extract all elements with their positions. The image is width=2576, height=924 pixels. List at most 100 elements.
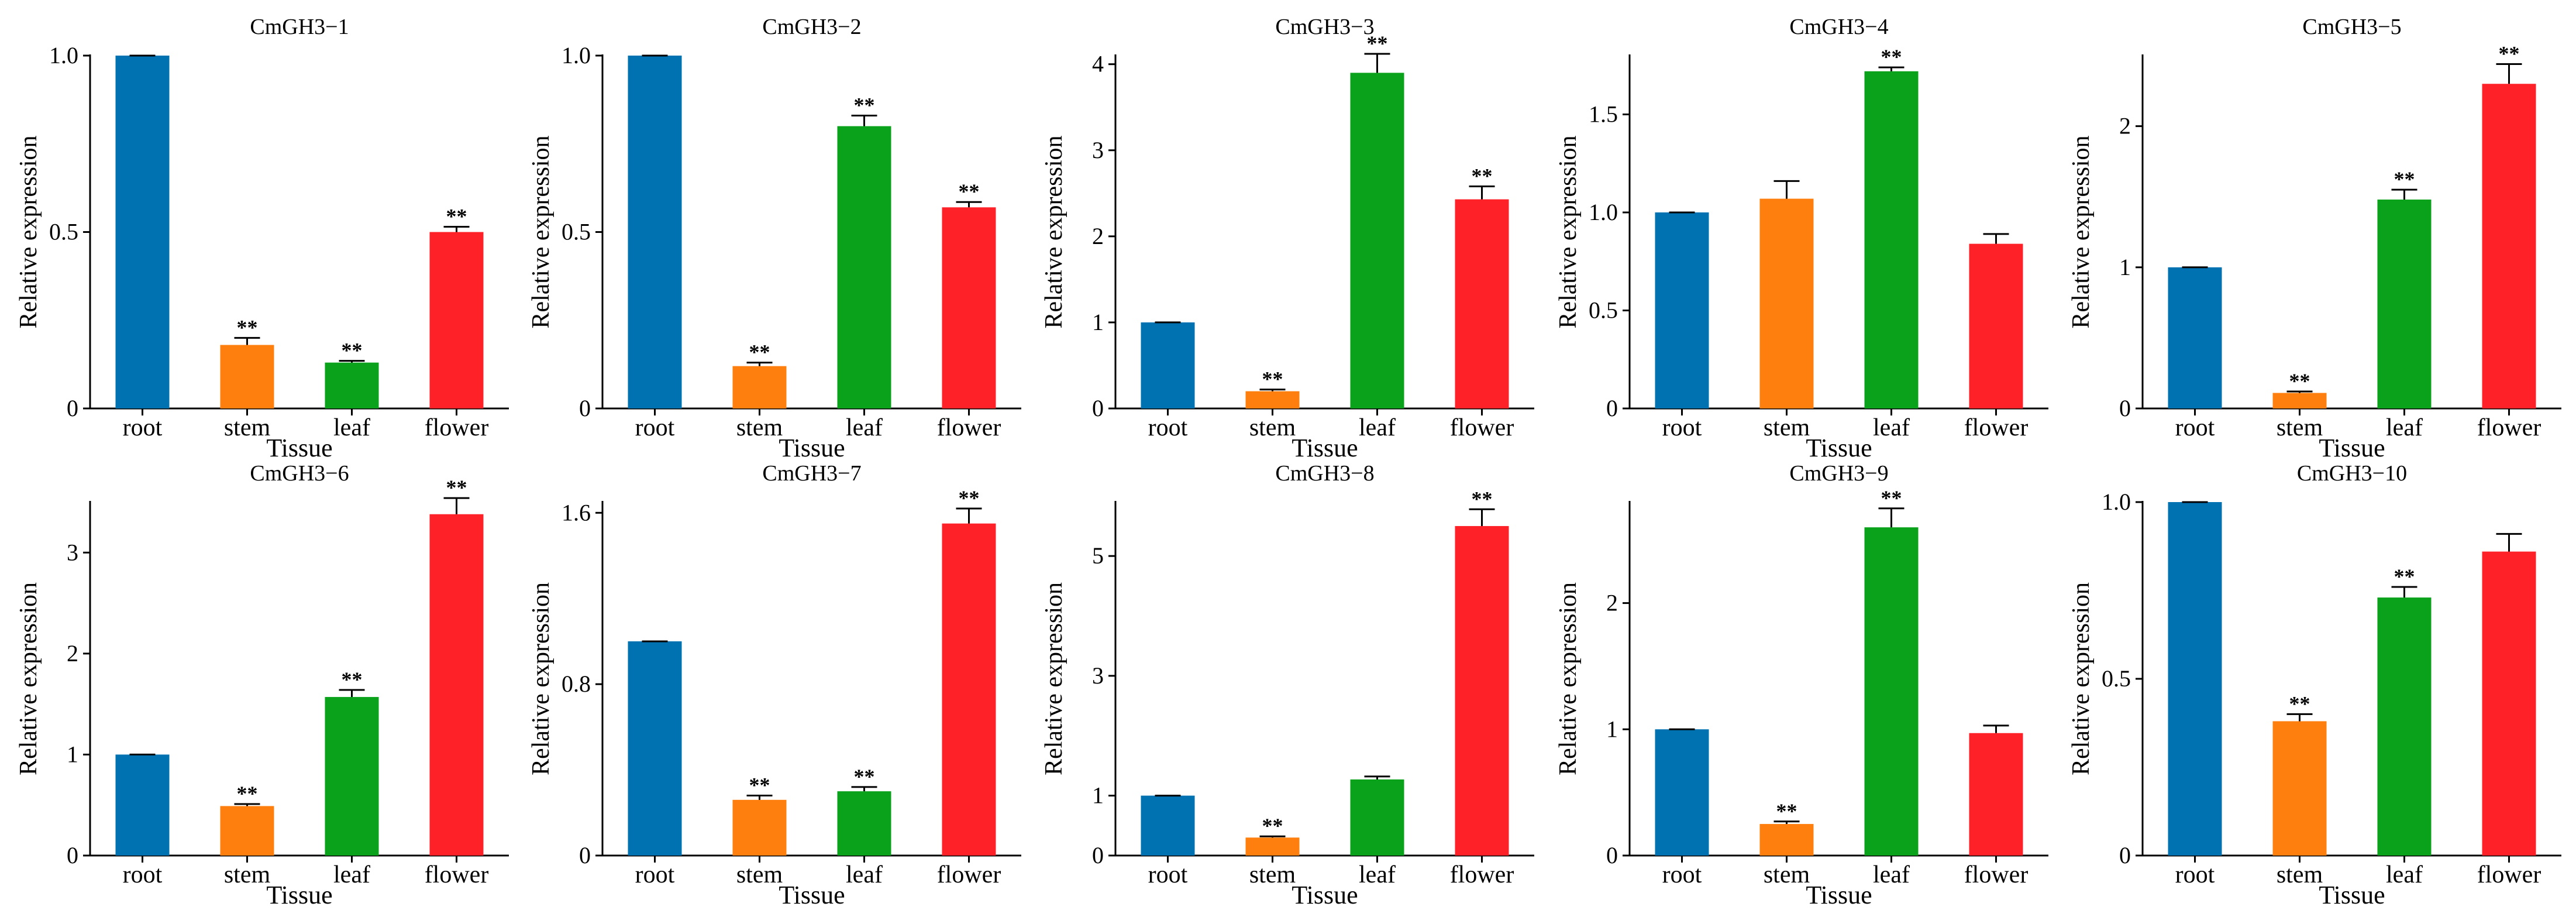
chart-6-bar-flower [429, 514, 484, 856]
chart-10-bar-root [2168, 502, 2222, 856]
chart-10-category-flower: flower [2477, 861, 2541, 888]
chart-5-bar-flower [2482, 84, 2536, 409]
chart-10-category-root: root [2175, 861, 2215, 888]
chart-5-significance-leaf: ** [2394, 167, 2415, 191]
chart-3-ytick-label: 2 [1092, 223, 1104, 249]
chart-3-ytick-label: 4 [1092, 51, 1104, 77]
chart-7-y-label: Relative expression [528, 582, 555, 775]
chart-2-bar-stem [732, 366, 787, 408]
chart-7-panel: CmGH3−7 0 0.8 1.6 root ** stem ** leaf ** flower Ti… [528, 461, 1021, 909]
chart-10-ytick-label: 1.0 [2102, 489, 2131, 515]
chart-9-category-flower: flower [1964, 861, 2029, 888]
chart-7-category-flower: flower [937, 861, 1001, 888]
chart-6-category-stem: stem [224, 861, 271, 888]
chart-2-category-stem: stem [736, 414, 783, 441]
chart-5-ytick-label: 1 [2119, 254, 2131, 280]
chart-5-panel: CmGH3−5 0 1 2 root ** stem ** leaf ** flower Tissue… [2068, 15, 2561, 462]
chart-9-ytick-label: 1 [1606, 716, 1618, 742]
chart-5-category-leaf: leaf [2386, 414, 2423, 441]
chart-8-category-leaf: leaf [1359, 861, 1396, 888]
chart-3-bar-leaf [1350, 73, 1404, 409]
chart-3-category-root: root [1148, 414, 1188, 441]
chart-3-y-label: Relative expression [1041, 135, 1067, 328]
chart-5-x-label: Tissue [2319, 434, 2385, 462]
chart-6-bar-leaf [325, 697, 379, 856]
chart-6-category-leaf: leaf [333, 861, 370, 888]
chart-1-category-leaf: leaf [333, 414, 370, 441]
chart-7-significance-stem: ** [749, 774, 770, 797]
chart-6-bar-stem [220, 806, 274, 856]
chart-1-category-stem: stem [224, 414, 271, 441]
chart-2-bar-flower [942, 207, 996, 408]
chart-4-significance-leaf: ** [1881, 45, 1902, 68]
chart-9-significance-leaf: ** [1881, 486, 1902, 510]
chart-2-ytick-label: 1.0 [562, 42, 591, 68]
chart-3-x-label: Tissue [1292, 434, 1358, 462]
chart-5-significance-stem: ** [2289, 369, 2310, 393]
chart-6-panel: CmGH3−6 0 1 2 3 root ** stem ** leaf ** flower Tissu… [15, 461, 509, 909]
chart-7-ytick-label: 1.6 [562, 499, 591, 525]
chart-4-category-stem: stem [1764, 414, 1810, 441]
chart-2-category-leaf: leaf [846, 414, 883, 441]
chart-2-significance-leaf: ** [854, 94, 875, 117]
chart-5-bar-stem [2272, 393, 2327, 408]
chart-10-bar-flower [2482, 551, 2536, 856]
chart-3-panel: CmGH3−3 0 1 2 3 4 root ** stem ** leaf ** flower Tiss… [1041, 15, 1534, 462]
chart-6-ytick-label: 3 [67, 539, 78, 565]
chart-4-x-label: Tissue [1806, 434, 1872, 462]
chart-4-category-flower: flower [1964, 414, 2029, 441]
chart-6-significance-leaf: ** [342, 668, 363, 691]
chart-2-significance-stem: ** [749, 341, 770, 364]
chart-2-bar-leaf [837, 126, 891, 408]
chart-2-y-label: Relative expression [528, 135, 555, 328]
chart-10-y-label: Relative expression [2068, 582, 2095, 775]
chart-2-category-root: root [635, 414, 675, 441]
chart-8-ytick-label: 5 [1092, 542, 1104, 569]
chart-1-bar-root [115, 56, 170, 408]
chart-2-ytick-label: 0.5 [562, 219, 591, 245]
chart-6-category-flower: flower [425, 861, 489, 888]
chart-1-title: CmGH3−1 [250, 15, 349, 39]
chart-8-ytick-label: 3 [1092, 662, 1104, 689]
chart-8-significance-flower: ** [1472, 487, 1493, 510]
chart-4-bar-root [1655, 212, 1709, 408]
chart-1-panel: CmGH3−1 0 0.5 1.0 root ** stem ** leaf ** flower Ti… [15, 15, 509, 462]
chart-8-significance-stem: ** [1262, 814, 1283, 837]
chart-8-bar-stem [1245, 837, 1300, 856]
chart-9-bar-root [1655, 729, 1709, 856]
chart-7-category-stem: stem [736, 861, 783, 888]
chart-3-category-flower: flower [1450, 414, 1514, 441]
chart-6-bar-root [115, 754, 170, 856]
chart-2-title: CmGH3−2 [762, 15, 861, 39]
chart-4-category-leaf: leaf [1873, 414, 1910, 441]
chart-7-bar-flower [942, 523, 996, 856]
chart-9-ytick-label: 2 [1606, 590, 1618, 616]
chart-10-x-label: Tissue [2319, 881, 2385, 909]
chart-1-y-label: Relative expression [15, 135, 42, 328]
chart-8-title: CmGH3−8 [1275, 461, 1374, 486]
chart-9-bar-leaf [1864, 527, 1919, 856]
chart-6-y-label: Relative expression [15, 582, 42, 775]
chart-2-ytick-label: 0 [579, 395, 591, 421]
chart-4-category-root: root [1662, 414, 1702, 441]
chart-7-significance-leaf: ** [854, 765, 875, 788]
chart-4-bar-flower [1969, 243, 2023, 408]
chart-1-ytick-label: 1.0 [49, 42, 78, 68]
chart-1-significance-stem: ** [237, 315, 258, 339]
chart-7-category-root: root [635, 861, 675, 888]
chart-1-significance-flower: ** [446, 204, 467, 228]
chart-7-x-label: Tissue [779, 881, 845, 909]
chart-5-category-flower: flower [2477, 414, 2541, 441]
chart-3-ytick-label: 3 [1092, 137, 1104, 163]
chart-10-category-leaf: leaf [2386, 861, 2423, 888]
chart-6-x-label: Tissue [266, 881, 332, 909]
chart-9-bar-stem [1759, 824, 1814, 856]
chart-8-y-label: Relative expression [1041, 582, 1067, 775]
chart-5-bar-root [2168, 267, 2222, 408]
chart-3-bar-root [1141, 322, 1195, 408]
chart-10-bar-stem [2272, 721, 2327, 856]
chart-9-y-label: Relative expression [1555, 582, 1582, 775]
chart-1-ytick-label: 0 [67, 395, 78, 421]
chart-5-significance-flower: ** [2499, 42, 2520, 65]
